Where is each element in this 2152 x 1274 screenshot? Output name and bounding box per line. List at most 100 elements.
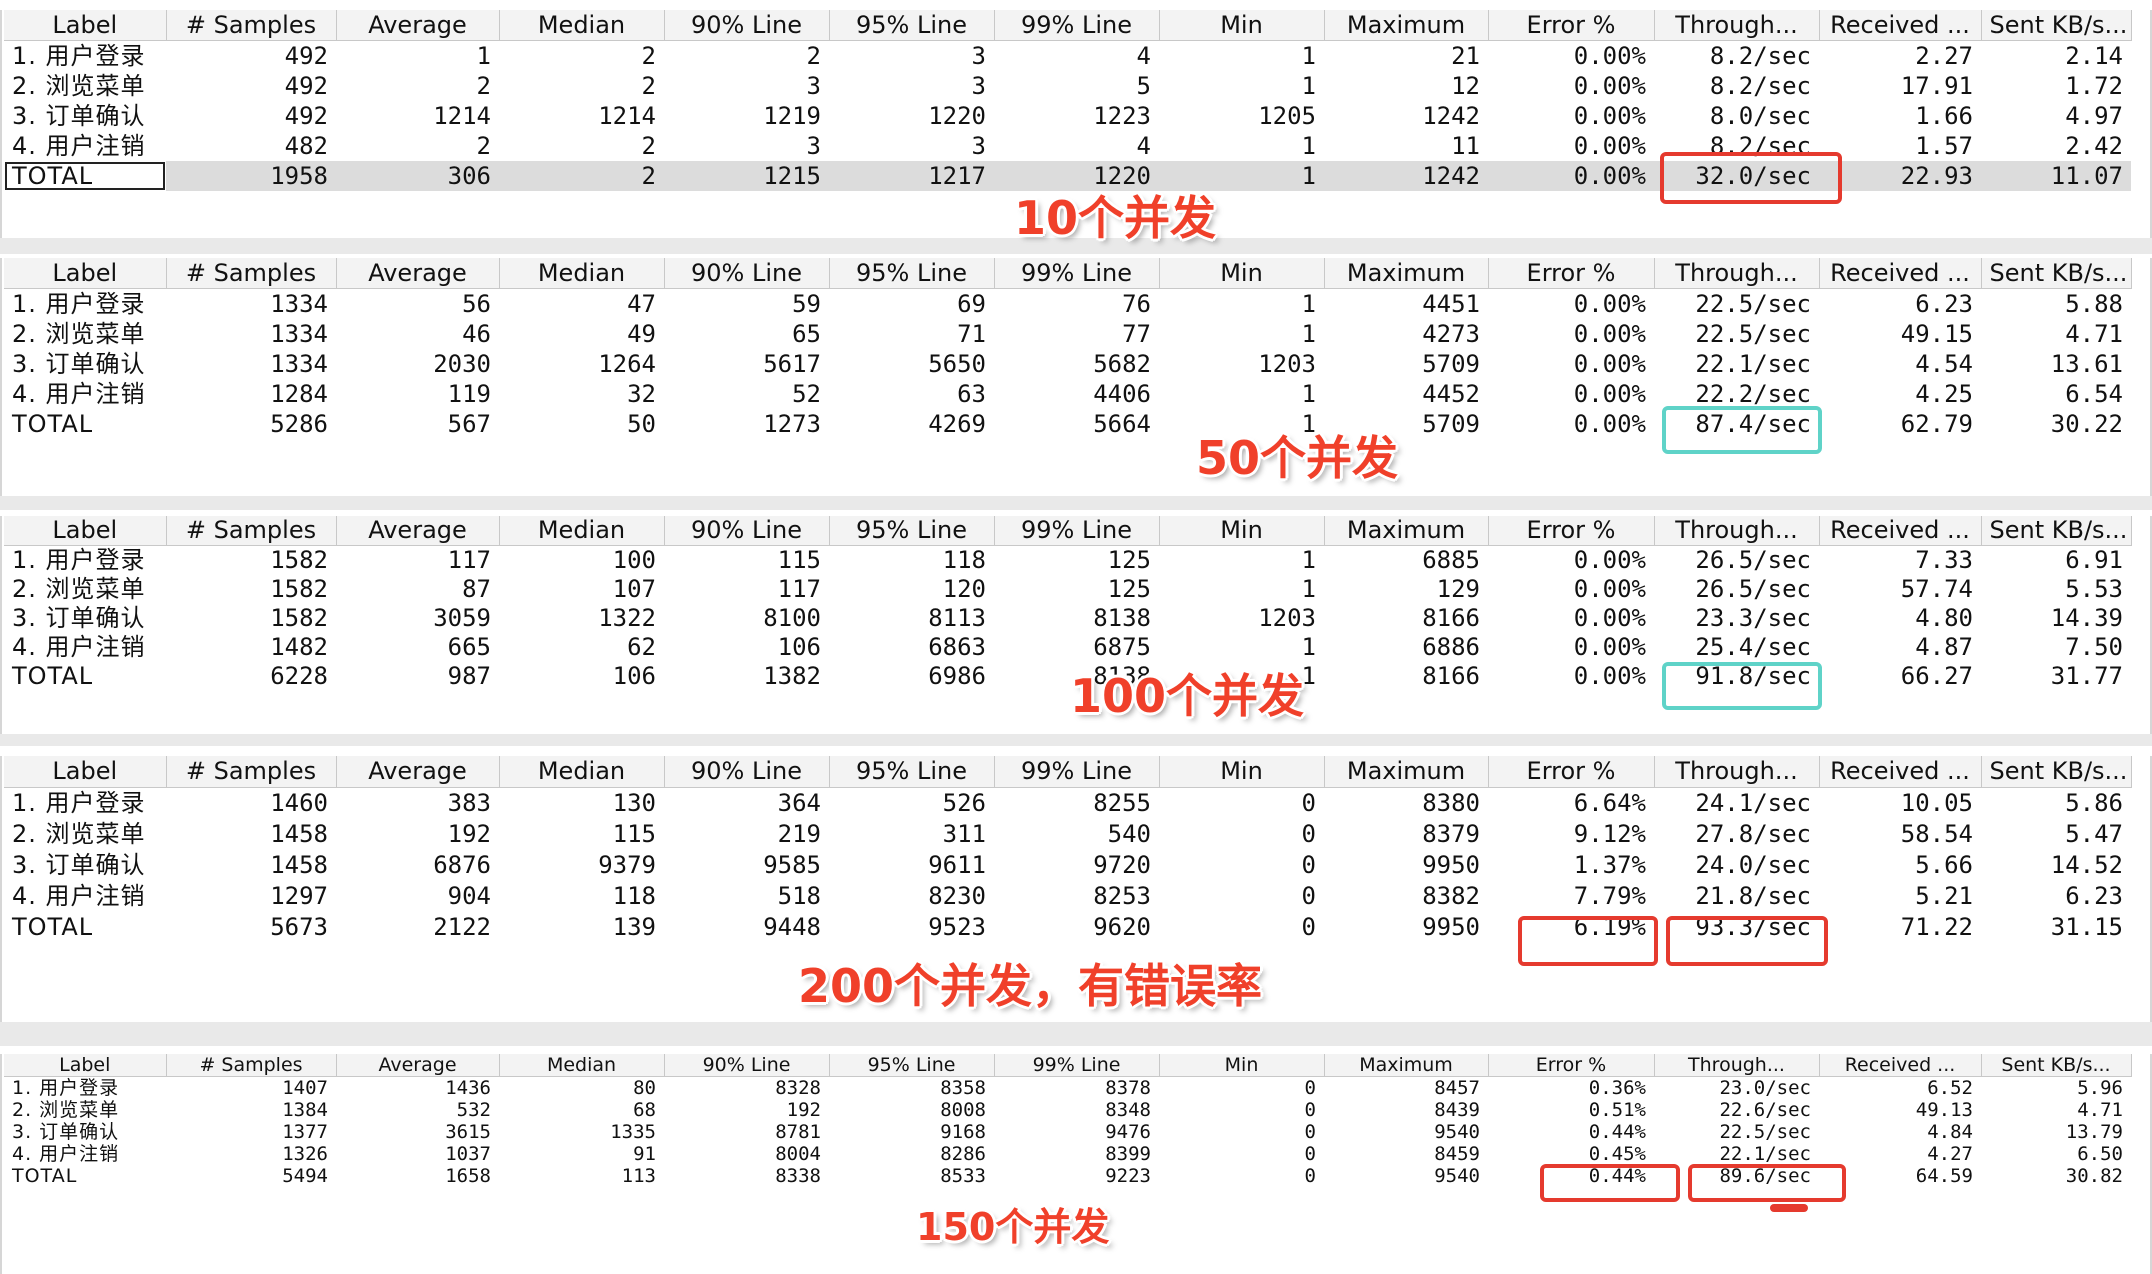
table-row[interactable]: 4. 用户注销 1297 904 118 518 8230 8253 0 8382 7.79% 21… — [4, 881, 2131, 912]
column-header[interactable]: Label — [4, 10, 167, 41]
column-header[interactable]: Sent KB/s... — [1981, 1054, 2132, 1077]
column-header[interactable]: Received ... — [1819, 516, 1982, 546]
column-header[interactable]: Error % — [1488, 1054, 1655, 1077]
cell-99-line: 8253 — [1093, 882, 1151, 910]
table-row[interactable]: 1. 用户登录 492 1 2 2 3 4 1 21 0.00% 8.2/sec 2.27 2.14 — [4, 41, 2131, 72]
table-row[interactable]: 1. 用户登录 1407 1436 80 8328 8358 8378 0 8457 0.36% 2… — [4, 1077, 2131, 1100]
row-label: 2. 浏览菜单 — [12, 575, 146, 603]
column-header[interactable]: Median — [499, 756, 665, 788]
total-row[interactable]: TOTAL 5494 1658 113 8338 8533 9223 0 9540 0.44% 89… — [4, 1165, 2131, 1187]
column-header[interactable]: Label — [4, 258, 167, 289]
table-row[interactable]: 2. 浏览菜单 1582 87 107 117 120 125 1 129 0.00% 26.5/s… — [4, 575, 2131, 604]
cell-min: 1 — [1301, 662, 1316, 690]
column-header[interactable]: Average — [336, 1054, 500, 1077]
column-header[interactable]: Median — [499, 10, 665, 41]
column-header[interactable]: 95% Line — [829, 1054, 995, 1077]
column-header[interactable]: # Samples — [166, 10, 337, 41]
column-header[interactable]: Median — [499, 516, 665, 546]
column-header[interactable]: 99% Line — [994, 516, 1160, 546]
table-row[interactable]: 1. 用户登录 1582 117 100 115 118 125 1 6885 0.00% 26.5… — [4, 546, 2131, 576]
cell-99-line: 9720 — [1093, 851, 1151, 879]
table-row[interactable]: 3. 订单确认 1334 2030 1264 5617 5650 5682 1203 5709 0… — [4, 349, 2131, 379]
column-header[interactable]: 99% Line — [994, 756, 1160, 788]
table-row[interactable]: 2. 浏览菜单 1384 532 68 192 8008 8348 0 8439 0.51% 22.… — [4, 1099, 2131, 1121]
cell-min: 0 — [1304, 1121, 1316, 1143]
column-header[interactable]: Through... — [1654, 258, 1820, 289]
column-header[interactable]: Error % — [1488, 756, 1655, 788]
column-header[interactable]: Through... — [1654, 756, 1820, 788]
column-header[interactable]: Through... — [1654, 1054, 1820, 1077]
column-header[interactable]: 99% Line — [994, 10, 1160, 41]
column-header[interactable]: Average — [336, 756, 500, 788]
column-header[interactable]: 99% Line — [994, 258, 1160, 289]
table-row[interactable]: 4. 用户注销 1284 119 32 52 63 4406 1 4452 0.00% 22.2/s… — [4, 379, 2131, 409]
cell-error: 0.00% — [1573, 546, 1646, 574]
column-header[interactable]: Maximum — [1324, 1054, 1489, 1077]
table-row[interactable]: 2. 浏览菜单 1334 46 49 65 71 77 1 4273 0.00% 22.5/sec 4… — [4, 319, 2131, 349]
row-label: 3. 订单确认 — [12, 350, 146, 378]
table-row[interactable]: 3. 订单确认 492 1214 1214 1219 1220 1223 1205 1242 0.… — [4, 101, 2131, 131]
table-row[interactable]: 3. 订单确认 1377 3615 1335 8781 9168 9476 0 9540 0.44… — [4, 1121, 2131, 1143]
column-header[interactable]: Through... — [1654, 516, 1820, 546]
column-header[interactable]: Received ... — [1819, 258, 1982, 289]
total-row[interactable]: TOTAL 5673 2122 139 9448 9523 9620 0 9950 6.19% 93… — [4, 912, 2131, 943]
column-header[interactable]: Min — [1159, 258, 1325, 289]
column-header[interactable]: 99% Line — [994, 1054, 1160, 1077]
column-header[interactable]: 90% Line — [664, 258, 830, 289]
column-header[interactable]: 90% Line — [664, 756, 830, 788]
column-header[interactable]: Received ... — [1819, 1054, 1982, 1077]
total-row[interactable]: TOTAL 5286 567 50 1273 4269 5664 1 5709 0.00% 87.4… — [4, 409, 2131, 439]
column-header[interactable]: Sent KB/s... — [1981, 10, 2132, 41]
column-header[interactable]: 90% Line — [664, 1054, 830, 1077]
table-row[interactable]: 2. 浏览菜单 492 2 2 3 3 5 1 12 0.00% 8.2/sec 17.91 1.72 — [4, 71, 2131, 101]
column-header[interactable]: 90% Line — [664, 516, 830, 546]
column-header[interactable]: 95% Line — [829, 258, 995, 289]
column-header[interactable]: Maximum — [1324, 10, 1489, 41]
column-header[interactable]: Min — [1159, 516, 1325, 546]
column-header[interactable]: Average — [336, 516, 500, 546]
table-row[interactable]: 4. 用户注销 1482 665 62 106 6863 6875 1 6886 0.00% 25.… — [4, 633, 2131, 662]
table-row[interactable]: 2. 浏览菜单 1458 192 115 219 311 540 0 8379 9.12% 27.8… — [4, 819, 2131, 850]
column-header[interactable]: Label — [4, 1054, 167, 1077]
column-header[interactable]: Min — [1159, 1054, 1325, 1077]
column-header[interactable]: 95% Line — [829, 516, 995, 546]
column-header[interactable]: # Samples — [166, 1054, 337, 1077]
cell-median: 91 — [633, 1143, 656, 1165]
column-header[interactable]: 90% Line — [664, 10, 830, 41]
column-header[interactable]: Average — [336, 10, 500, 41]
column-header[interactable]: Median — [499, 258, 665, 289]
cell-median: 107 — [612, 575, 656, 603]
column-header[interactable]: # Samples — [166, 258, 337, 289]
column-header[interactable]: Label — [4, 516, 167, 546]
column-header[interactable]: Error % — [1488, 516, 1655, 546]
column-header[interactable]: Label — [4, 756, 167, 788]
column-header[interactable]: 95% Line — [829, 10, 995, 41]
column-header[interactable]: Sent KB/s... — [1981, 258, 2132, 289]
column-header[interactable]: Median — [499, 1054, 665, 1077]
row-label: 1. 用户登录 — [12, 1077, 120, 1099]
column-header[interactable]: Maximum — [1324, 756, 1489, 788]
table-row[interactable]: 3. 订单确认 1582 3059 1322 8100 8113 8138 1203 8166 0… — [4, 604, 2131, 633]
column-header[interactable]: Sent KB/s... — [1981, 756, 2132, 788]
column-header[interactable]: Error % — [1488, 258, 1655, 289]
column-header[interactable]: Through... — [1654, 10, 1820, 41]
column-header[interactable]: Average — [336, 258, 500, 289]
column-header[interactable]: Error % — [1488, 10, 1655, 41]
column-header[interactable]: Min — [1159, 10, 1325, 41]
column-header[interactable]: Maximum — [1324, 258, 1489, 289]
table-row[interactable]: 1. 用户登录 1460 383 130 364 526 8255 0 8380 6.64% 24.… — [4, 788, 2131, 820]
table-row[interactable]: 3. 订单确认 1458 6876 9379 9585 9611 9720 0 9950 1.37… — [4, 850, 2131, 881]
total-row[interactable]: TOTAL 1958 306 2 1215 1217 1220 1 1242 0.00% 32.0/… — [4, 161, 2131, 191]
column-header[interactable]: # Samples — [166, 516, 337, 546]
column-header[interactable]: Min — [1159, 756, 1325, 788]
column-header[interactable]: Received ... — [1819, 756, 1982, 788]
cell-99-line: 6875 — [1093, 633, 1151, 661]
column-header[interactable]: Maximum — [1324, 516, 1489, 546]
table-row[interactable]: 4. 用户注销 1326 1037 91 8004 8286 8399 0 8459 0.45% 2… — [4, 1143, 2131, 1165]
column-header[interactable]: 95% Line — [829, 756, 995, 788]
column-header[interactable]: # Samples — [166, 756, 337, 788]
table-row[interactable]: 1. 用户登录 1334 56 47 59 69 76 1 4451 0.00% 22.5/sec 6… — [4, 289, 2131, 320]
total-row[interactable]: TOTAL 6228 987 106 1382 6986 8138 1 8166 0.00% 91.… — [4, 662, 2131, 691]
column-header[interactable]: Sent KB/s... — [1981, 516, 2132, 546]
column-header[interactable]: Received ... — [1819, 10, 1982, 41]
